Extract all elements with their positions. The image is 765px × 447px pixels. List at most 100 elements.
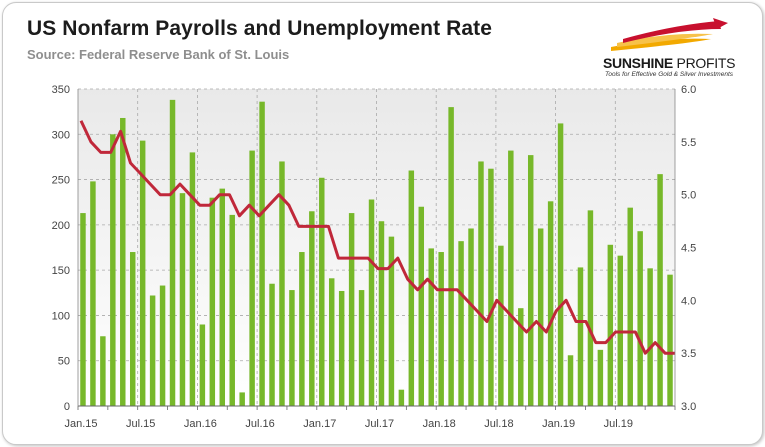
- x-tick-label: Jul.19: [604, 418, 633, 430]
- payroll-bar: [269, 283, 275, 406]
- logo-name-accent: PROFITS: [676, 55, 736, 71]
- gridlines: [78, 88, 675, 406]
- unemployment-rate-line: [79, 120, 675, 355]
- payroll-bar: [657, 174, 663, 406]
- payroll-bar: [259, 101, 265, 407]
- left-axis-ticks: 0 50 100 150 200 250 300 350: [52, 84, 70, 413]
- payroll-bar: [468, 228, 474, 406]
- payroll-bar: [408, 170, 415, 406]
- payroll-bar: [597, 349, 604, 406]
- right-tick-label: 4.0: [681, 295, 696, 307]
- payroll-bar: [607, 244, 614, 406]
- logo-swoosh-icon: [611, 18, 728, 51]
- axes: [77, 89, 676, 410]
- payroll-bar: [518, 308, 524, 406]
- payroll-bar: [120, 117, 126, 407]
- left-tick-label: 250: [52, 175, 70, 187]
- left-tick-label: 200: [52, 220, 70, 232]
- payroll-bar: [179, 193, 186, 406]
- x-tick-label: Jul.17: [365, 418, 394, 430]
- payroll-bar: [418, 206, 425, 406]
- payroll-bar: [319, 177, 325, 406]
- payroll-bar: [309, 211, 315, 406]
- right-tick-label: 5.0: [681, 190, 696, 202]
- payroll-bar: [149, 295, 156, 406]
- payroll-bar: [328, 278, 335, 406]
- x-tick-label: Jul.15: [126, 418, 155, 430]
- right-tick-label: 4.5: [681, 243, 696, 255]
- left-tick-label: 0: [64, 401, 70, 413]
- payroll-bar: [90, 181, 96, 406]
- payroll-bar: [428, 248, 434, 406]
- payroll-bar: [289, 290, 295, 406]
- payroll-bar: [378, 221, 385, 406]
- chart-source: Source: Federal Reserve Bank of St. Loui…: [27, 47, 290, 62]
- logo-name-main: SUNSHINE: [603, 55, 673, 71]
- payroll-bar: [488, 168, 494, 406]
- payroll-bar: [537, 228, 544, 406]
- payroll-bar: [219, 188, 226, 406]
- payroll-bar: [527, 155, 534, 406]
- payroll-bar: [358, 290, 365, 406]
- payroll-bar: [80, 213, 86, 406]
- left-tick-label: 300: [52, 129, 70, 141]
- payroll-bar: [348, 213, 355, 406]
- payroll-bar: [388, 236, 395, 406]
- logo-tagline: Tools for Effective Gold & Silver Invest…: [605, 71, 734, 78]
- x-tick-label: Jan.17: [303, 418, 336, 430]
- payroll-bar: [169, 99, 176, 407]
- right-axis-ticks: 3.0 3.5 4.0 4.5 5.0 5.5 6.0: [681, 84, 696, 413]
- payroll-bar: [249, 150, 255, 406]
- chart-title: US Nonfarm Payrolls and Unemployment Rat…: [27, 17, 493, 40]
- payroll-bar: [438, 252, 444, 406]
- payroll-bar: [338, 290, 345, 406]
- x-tick-label: Jan.15: [64, 418, 97, 430]
- left-tick-label: 100: [52, 310, 70, 322]
- payroll-bar: [279, 161, 285, 406]
- payroll-bar: [557, 123, 564, 406]
- x-tick-label: Jan.19: [542, 418, 575, 430]
- x-tick-label: Jul.18: [484, 418, 513, 430]
- payroll-bar: [110, 134, 116, 407]
- sunshine-profits-logo: SUNSHINE PROFITS Tools for Effective Gol…: [603, 17, 753, 79]
- payroll-bar: [139, 140, 146, 406]
- payroll-bar: [299, 252, 305, 406]
- payroll-bar: [567, 355, 574, 406]
- payroll-bar: [159, 285, 166, 406]
- payroll-bar: [448, 107, 454, 406]
- left-tick-label: 350: [52, 84, 70, 96]
- payrolls-bars: [80, 99, 673, 407]
- payroll-bar: [508, 150, 514, 406]
- right-tick-label: 6.0: [681, 84, 696, 96]
- payroll-bar: [627, 207, 633, 406]
- payroll-bar: [368, 199, 375, 406]
- unemployment-line: [79, 120, 675, 355]
- payroll-bar: [587, 210, 594, 406]
- payroll-bar: [229, 214, 235, 406]
- payroll-bar: [667, 274, 673, 406]
- payroll-bar: [498, 245, 504, 406]
- payroll-bar: [209, 197, 216, 406]
- payroll-bar: [199, 324, 206, 406]
- x-tick-label: Jan.18: [423, 418, 456, 430]
- right-tick-label: 3.0: [681, 401, 696, 413]
- payroll-bar: [100, 336, 106, 406]
- left-tick-label: 150: [52, 265, 70, 277]
- payroll-bar: [458, 241, 464, 406]
- payroll-bar: [547, 201, 554, 406]
- right-tick-label: 5.5: [681, 137, 696, 149]
- left-tick-label: 50: [58, 356, 70, 368]
- payroll-bar: [239, 392, 245, 406]
- payroll-bar: [189, 152, 196, 406]
- payroll-bar: [478, 161, 484, 406]
- right-tick-label: 3.5: [681, 348, 696, 360]
- payroll-bar: [398, 389, 405, 406]
- x-tick-label: Jul.16: [245, 418, 274, 430]
- payroll-bar: [647, 268, 653, 406]
- logo-name: SUNSHINE PROFITS: [603, 55, 753, 71]
- x-tick-label: Jan.16: [184, 418, 217, 430]
- payroll-bar: [577, 267, 584, 406]
- payroll-bar: [129, 252, 136, 406]
- x-axis-ticks: Jan.15 Jul.15 Jan.16 Jul.16 Jan.17 Jul.17 Jan.…: [64, 418, 632, 430]
